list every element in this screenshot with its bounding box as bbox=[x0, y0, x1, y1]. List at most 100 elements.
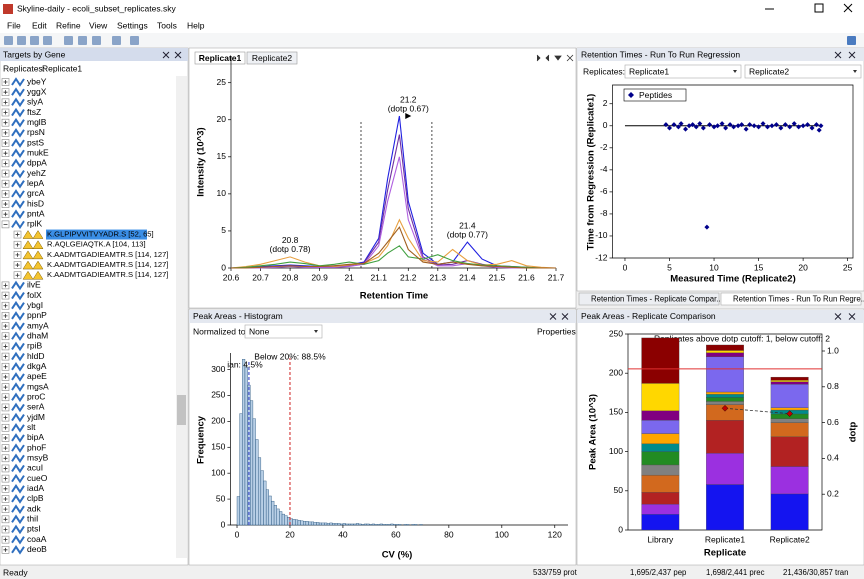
gene-name[interactable]: mukE bbox=[27, 147, 49, 157]
replicate-tab[interactable] bbox=[246, 51, 298, 65]
gene-name[interactable]: acuI bbox=[27, 463, 43, 473]
gene-name[interactable]: adk bbox=[27, 503, 41, 513]
gene-name[interactable]: ppnP bbox=[27, 310, 47, 320]
gene-name[interactable]: coaA bbox=[27, 534, 47, 544]
pane-button[interactable] bbox=[549, 313, 557, 320]
view-tab[interactable] bbox=[720, 292, 862, 306]
gene-name[interactable]: ilvE bbox=[27, 280, 41, 290]
toolbar-button[interactable] bbox=[43, 36, 52, 45]
gene-name[interactable]: deoB bbox=[27, 544, 47, 554]
stacked-bar-segment bbox=[641, 383, 680, 411]
menu-item[interactable]: View bbox=[89, 20, 108, 30]
replicate-b[interactable]: Replicate2 bbox=[749, 66, 789, 76]
menu-item[interactable]: Edit bbox=[32, 20, 47, 30]
replicate-a-combo[interactable] bbox=[624, 64, 742, 79]
peptide-point bbox=[818, 123, 824, 129]
gene-name[interactable]: ptsI bbox=[27, 524, 41, 534]
gene-name[interactable]: dppA bbox=[27, 158, 47, 168]
view-tab[interactable] bbox=[578, 292, 720, 306]
gene-name[interactable]: ftsZ bbox=[27, 107, 41, 117]
normalized-combo[interactable] bbox=[244, 324, 323, 339]
gene-name[interactable]: mgsA bbox=[27, 381, 49, 391]
scrollbar[interactable] bbox=[176, 76, 187, 558]
toolbar-button[interactable] bbox=[30, 36, 39, 45]
pane-button[interactable] bbox=[848, 313, 856, 320]
menu-item[interactable]: Refine bbox=[56, 20, 81, 30]
gene-name[interactable]: phoF bbox=[27, 442, 46, 452]
menu-item[interactable]: File bbox=[7, 20, 21, 30]
gene-name[interactable]: hisD bbox=[27, 198, 44, 208]
replicate-b-combo[interactable] bbox=[744, 64, 862, 79]
menu-item[interactable]: Settings bbox=[117, 20, 148, 30]
maximize-button[interactable] bbox=[814, 3, 824, 13]
gene-name[interactable]: yjdM bbox=[27, 412, 45, 422]
replicate-tab[interactable] bbox=[194, 51, 246, 65]
gene-name[interactable]: yehZ bbox=[27, 168, 46, 178]
pane-button[interactable] bbox=[162, 51, 170, 59]
toolbar-button[interactable] bbox=[92, 36, 101, 45]
peptide[interactable]: R.AQLGEIAQTK.A [104, 113] bbox=[47, 240, 146, 249]
gene-name[interactable]: clpB bbox=[27, 493, 44, 503]
gene-name[interactable]: serA bbox=[27, 402, 45, 412]
gene-name[interactable]: lepA bbox=[27, 178, 44, 188]
gene-name[interactable]: rpsN bbox=[27, 127, 45, 137]
tab-nav[interactable] bbox=[545, 54, 550, 62]
peptide[interactable]: K.AADMTGADIEAMTR.S [114, 127] bbox=[47, 270, 168, 279]
gene-name[interactable]: pstS bbox=[27, 137, 44, 147]
toolbar-button[interactable] bbox=[4, 36, 13, 45]
peptide[interactable]: K.AADMTGADIEAMTR.S [114, 127] bbox=[47, 250, 168, 259]
gene-name[interactable]: dhaM bbox=[27, 331, 48, 341]
gene-name[interactable]: amyA bbox=[27, 320, 49, 330]
gene-name[interactable]: dkgA bbox=[27, 361, 47, 371]
tab-nav[interactable] bbox=[566, 54, 574, 62]
gene-name[interactable]: ybeY bbox=[27, 76, 47, 86]
toolbar-button[interactable] bbox=[112, 36, 121, 45]
histogram-bar bbox=[406, 524, 410, 526]
toolbar-button[interactable] bbox=[78, 36, 87, 45]
gene-name[interactable]: rplK bbox=[27, 219, 42, 229]
gene-name[interactable]: ybgI bbox=[27, 300, 43, 310]
gene-name[interactable]: slt bbox=[27, 422, 36, 432]
close-button[interactable] bbox=[843, 3, 853, 13]
pane-button[interactable] bbox=[174, 51, 182, 59]
toolbar-button[interactable] bbox=[130, 36, 139, 45]
scroll-thumb[interactable] bbox=[177, 395, 186, 425]
toolbar-button[interactable] bbox=[847, 36, 856, 45]
peptide[interactable]: K.GLPIPVVITVYADR.S [52, 65] bbox=[47, 230, 154, 239]
gene-name[interactable]: pntA bbox=[27, 208, 45, 218]
view-tab-label[interactable]: Retention Times - Run To Run Regre... bbox=[733, 295, 864, 304]
gene-name[interactable]: proC bbox=[27, 392, 45, 402]
gene-name[interactable]: thiI bbox=[27, 514, 38, 524]
gene-name[interactable]: apeE bbox=[27, 371, 47, 381]
gene-name[interactable]: cueO bbox=[27, 473, 48, 483]
histogram-bar bbox=[326, 523, 330, 526]
gene-name[interactable]: slyA bbox=[27, 97, 43, 107]
pane-button[interactable] bbox=[834, 313, 842, 320]
gene-name[interactable]: hldD bbox=[27, 351, 44, 361]
gene-name[interactable]: rpiB bbox=[27, 341, 42, 351]
menu-item[interactable]: Tools bbox=[157, 20, 177, 30]
gene-name[interactable]: mglB bbox=[27, 117, 47, 127]
replicate-a[interactable]: Replicate1 bbox=[629, 66, 669, 76]
tab-nav[interactable] bbox=[536, 54, 541, 62]
gene-name[interactable]: iadA bbox=[27, 483, 44, 493]
toolbar-button[interactable] bbox=[64, 36, 73, 45]
gene-name[interactable]: grcA bbox=[27, 188, 45, 198]
gene-name[interactable]: folX bbox=[27, 290, 42, 300]
tab-nav[interactable] bbox=[554, 55, 562, 61]
properties-button[interactable]: Properties bbox=[537, 326, 576, 336]
menu-item[interactable]: Help bbox=[187, 20, 205, 30]
gene-name[interactable]: yggX bbox=[27, 86, 47, 96]
peptide[interactable]: K.AADMTGADIEAMTR.S [114, 127] bbox=[47, 260, 168, 269]
gene-name[interactable]: msyB bbox=[27, 453, 49, 463]
toolbar-button[interactable] bbox=[17, 36, 26, 45]
gene-name[interactable]: bipA bbox=[27, 432, 44, 442]
replicate-tab-label[interactable]: Replicate1 bbox=[199, 53, 242, 63]
replicate-select[interactable]: Replicate1 bbox=[42, 63, 82, 73]
pane-button[interactable] bbox=[834, 51, 842, 59]
view-tab-label[interactable]: Retention Times - Replicate Compar... bbox=[591, 295, 723, 304]
replicate-tab-label[interactable]: Replicate2 bbox=[252, 53, 292, 63]
normalized-value[interactable]: None bbox=[249, 326, 270, 336]
pane-button[interactable] bbox=[561, 313, 569, 320]
pane-button[interactable] bbox=[848, 51, 856, 59]
